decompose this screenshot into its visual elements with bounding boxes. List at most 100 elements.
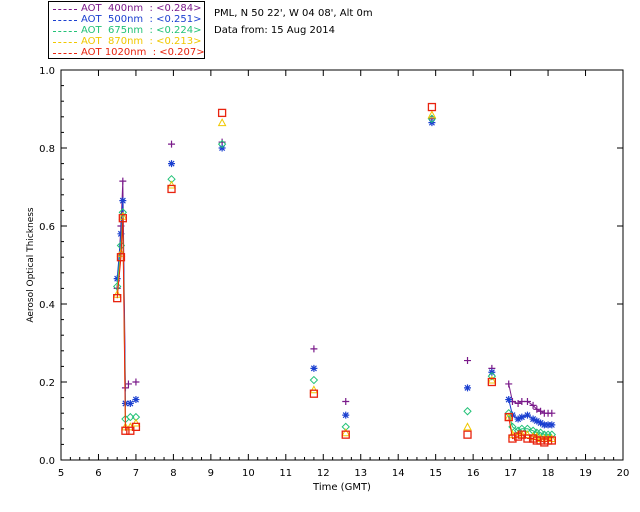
legend-line-400nm <box>53 9 77 10</box>
date-info: Data from: 15 Aug 2014 <box>214 25 335 36</box>
x-tick-label: 18 <box>542 468 555 479</box>
legend-label-400nm: AOT 400nm : <0.284> <box>81 3 202 14</box>
data-point <box>504 408 513 418</box>
data-point <box>548 421 556 429</box>
data-point <box>342 411 350 419</box>
legend-item-1020nm: AOT 1020nm : <0.207> <box>49 47 205 59</box>
data-point <box>310 364 318 372</box>
legend-line-500nm <box>53 20 77 21</box>
data-point <box>119 197 127 205</box>
data-point <box>132 396 140 404</box>
data-point <box>514 415 522 423</box>
data-point <box>217 108 227 118</box>
x-tick-label: 10 <box>242 468 255 479</box>
legend: AOT 400nm : <0.284> AOT 500nm : <0.251> … <box>48 1 205 59</box>
data-point <box>217 118 227 127</box>
data-point <box>529 415 537 423</box>
data-point <box>113 275 121 283</box>
y-axis: 0.0 0.2 0.4 0.6 0.8 1.0 <box>39 66 623 467</box>
y-tick-label: 1.0 <box>39 66 55 77</box>
data-point <box>487 371 497 381</box>
legend-item-870nm: AOT 870nm : <0.213> <box>49 36 204 48</box>
data-point <box>514 399 522 407</box>
data-point <box>464 357 472 365</box>
legend-item-675nm: AOT 675nm : <0.224> <box>49 25 204 37</box>
data-point <box>218 138 226 146</box>
x-tick-label: 17 <box>504 468 517 479</box>
data-point <box>427 102 437 112</box>
legend-label-500nm: AOT 500nm : <0.251> <box>81 14 202 25</box>
series-aot-870nm <box>112 110 557 443</box>
data-point <box>518 413 526 421</box>
data-point <box>487 377 497 387</box>
x-tick-label: 19 <box>579 468 592 479</box>
x-tick-label: 9 <box>208 468 214 479</box>
data-point <box>341 422 350 432</box>
data-point <box>517 424 527 434</box>
legend-label-870nm: AOT 870nm : <0.213> <box>81 36 202 47</box>
y-tick-label: 0.2 <box>39 378 55 389</box>
x-axis: 5 6 7 8 9 10 11 12 13 14 15 16 17 18 19 20 <box>58 70 630 479</box>
data-point <box>547 436 556 445</box>
data-point <box>533 405 541 413</box>
data-point <box>341 430 350 439</box>
data-point <box>533 417 541 425</box>
data-point <box>309 375 319 385</box>
data-point <box>540 421 548 429</box>
y-tick-label: 0.8 <box>39 144 55 155</box>
legend-item-400nm: AOT 400nm : <0.284> <box>49 3 204 15</box>
y-tick-label: 0.0 <box>39 456 55 467</box>
x-tick-label: 7 <box>133 468 139 479</box>
data-point <box>523 424 532 434</box>
data-point <box>505 380 513 388</box>
y-tick-label: 0.4 <box>39 300 55 311</box>
legend-line-1020nm <box>53 53 77 54</box>
data-point <box>126 412 135 422</box>
data-point <box>536 428 545 437</box>
data-point <box>487 375 497 384</box>
data-point <box>167 184 176 194</box>
data-point <box>523 398 531 405</box>
x-tick-label: 11 <box>279 468 292 479</box>
data-point <box>464 384 472 392</box>
data-point <box>523 411 531 419</box>
data-point <box>504 412 513 422</box>
series-aot-675nm <box>112 114 557 439</box>
data-point <box>118 214 127 223</box>
series-line <box>116 218 126 431</box>
data-point <box>132 378 140 386</box>
data-point <box>463 422 472 431</box>
data-point <box>121 426 130 435</box>
data-point <box>529 401 537 409</box>
site-info: PML, N 50 22', W 04 08', Alt 0m <box>214 8 373 19</box>
data-point <box>310 345 318 353</box>
legend-label-1020nm: AOT 1020nm : <0.207> <box>81 47 205 58</box>
data-point <box>537 407 545 415</box>
data-point <box>342 398 350 405</box>
x-tick-label: 15 <box>429 468 442 479</box>
data-point <box>131 422 141 432</box>
data-point <box>528 426 538 435</box>
data-point <box>537 419 545 427</box>
series-line <box>508 383 552 414</box>
data-point <box>309 389 319 398</box>
legend-line-675nm <box>53 31 77 32</box>
x-tick-label: 12 <box>317 468 330 479</box>
series-aot-400nm <box>113 115 556 417</box>
data-point <box>544 421 552 429</box>
data-point <box>113 293 122 303</box>
data-point <box>119 177 127 185</box>
x-tick-label: 20 <box>617 468 630 479</box>
data-point <box>131 412 141 422</box>
plot-area <box>60 69 624 461</box>
series-group <box>112 102 557 447</box>
data-point <box>309 385 319 394</box>
x-tick-label: 5 <box>58 468 64 479</box>
series-aot-1020nm <box>113 102 556 447</box>
data-point <box>168 160 176 168</box>
x-tick-label: 6 <box>95 468 101 479</box>
data-point <box>167 174 176 184</box>
legend-line-870nm <box>53 42 77 43</box>
data-point <box>341 428 351 437</box>
